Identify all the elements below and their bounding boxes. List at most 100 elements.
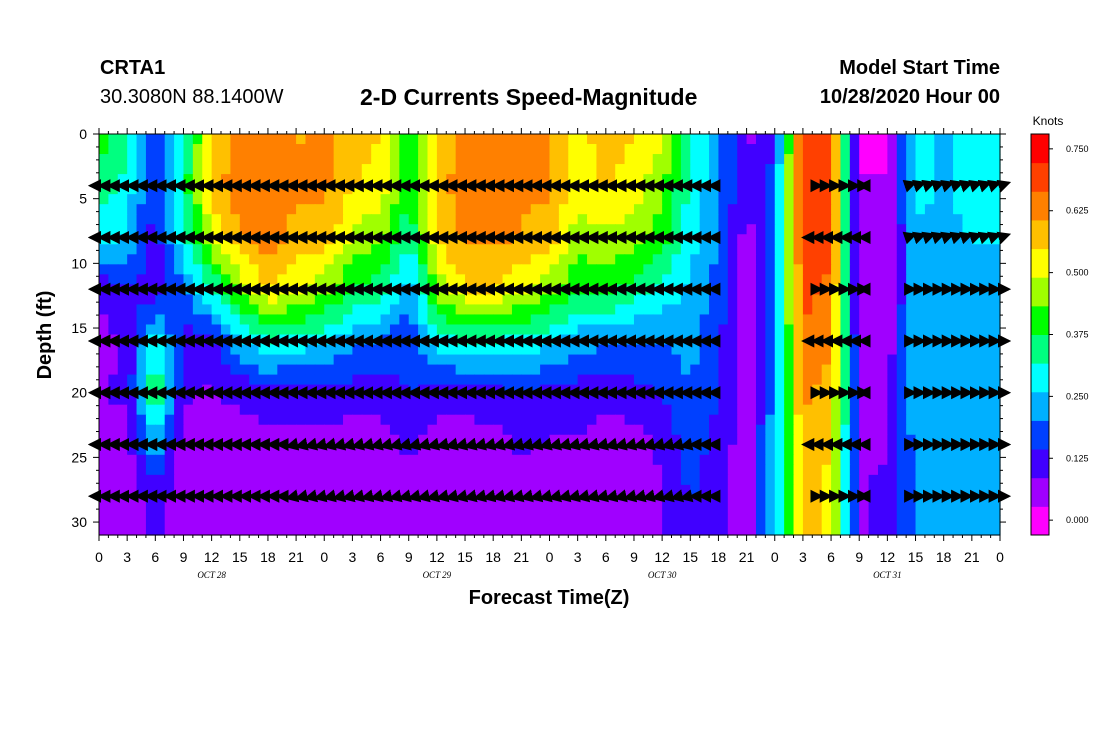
heatmap-cell: [802, 514, 813, 526]
heatmap-cell: [896, 454, 907, 466]
heatmap-cell: [361, 354, 372, 366]
heatmap-cell: [427, 304, 438, 316]
heatmap-cell: [924, 364, 935, 376]
heatmap-cell: [136, 134, 147, 145]
heatmap-cell: [981, 154, 992, 165]
heatmap-cell: [943, 334, 954, 346]
heatmap-cell: [117, 394, 128, 406]
heatmap-cell: [352, 374, 363, 386]
heatmap-cell: [530, 464, 541, 476]
heatmap-cell: [99, 294, 109, 306]
heatmap-cell: [633, 204, 644, 215]
heatmap-cell: [389, 274, 400, 285]
heatmap-cell: [117, 444, 128, 456]
heatmap-cell: [971, 314, 982, 326]
heatmap-cell: [727, 214, 738, 225]
heatmap-cell: [511, 524, 522, 536]
heatmap-cell: [399, 174, 410, 185]
colorbar-tick-label: 0.250: [1066, 391, 1089, 401]
heatmap-cell: [962, 514, 973, 526]
heatmap-cell: [174, 224, 185, 235]
heatmap-cell: [540, 144, 551, 155]
heatmap-cell: [755, 304, 766, 316]
heatmap-cell: [202, 524, 213, 536]
heatmap-cell: [877, 324, 888, 336]
heatmap-cell: [502, 164, 513, 175]
heatmap-cell: [221, 344, 231, 356]
heatmap-cell: [765, 254, 776, 265]
heatmap-cell: [953, 524, 964, 536]
heatmap-cell: [427, 214, 438, 225]
heatmap-cell: [324, 354, 335, 366]
heatmap-cell: [192, 484, 203, 496]
heatmap-cell: [737, 204, 748, 215]
heatmap-cell: [239, 394, 250, 406]
heatmap-cell: [774, 454, 785, 466]
heatmap-cell: [887, 324, 898, 336]
heatmap-cell: [474, 514, 485, 526]
heatmap-cell: [596, 204, 607, 215]
heatmap-cell: [446, 524, 457, 536]
heatmap-cell: [305, 214, 316, 225]
heatmap-cell: [924, 404, 935, 416]
x-tick-label: 6: [151, 549, 159, 565]
heatmap-cell: [211, 274, 222, 285]
heatmap-cell: [934, 194, 945, 205]
heatmap-cell: [755, 444, 766, 456]
heatmap-cell: [343, 404, 354, 416]
heatmap-cell: [408, 354, 419, 366]
heatmap-cell: [145, 364, 156, 376]
heatmap-cell: [690, 454, 701, 466]
heatmap-cell: [868, 464, 879, 476]
x-tick-label: 3: [799, 549, 807, 565]
heatmap-cell: [896, 174, 907, 185]
heatmap-cell: [221, 314, 231, 326]
heatmap-cell: [868, 184, 879, 195]
heatmap-cell: [446, 264, 457, 275]
heatmap-cell: [605, 464, 616, 476]
heatmap-cell: [183, 264, 194, 275]
heatmap-cell: [408, 324, 419, 336]
heatmap-cell: [418, 254, 429, 265]
heatmap-cell: [934, 314, 945, 326]
heatmap-cell: [906, 364, 917, 376]
heatmap-cell: [314, 304, 325, 316]
heatmap-cell: [145, 254, 156, 265]
heatmap-cell: [727, 514, 738, 526]
heatmap-cell: [831, 524, 842, 536]
heatmap-cell: [859, 314, 870, 326]
heatmap-cell: [802, 334, 813, 346]
heatmap-cell: [511, 174, 522, 185]
heatmap-cell: [446, 294, 457, 306]
heatmap-cell: [934, 244, 945, 255]
heatmap-cell: [887, 384, 898, 396]
heatmap-cell: [831, 334, 842, 346]
heatmap-cell: [690, 524, 701, 536]
heatmap-cell: [915, 134, 926, 145]
heatmap-cell: [549, 364, 560, 376]
heatmap-cell: [258, 254, 269, 265]
heatmap-cell: [971, 364, 982, 376]
heatmap-cell: [408, 374, 419, 386]
heatmap-cell: [662, 454, 673, 466]
heatmap-cell: [652, 344, 663, 356]
heatmap-cell: [183, 334, 194, 346]
heatmap-cell: [840, 394, 851, 406]
heatmap-cell: [831, 254, 842, 265]
heatmap-cell: [953, 344, 964, 356]
heatmap-cell: [765, 174, 776, 185]
heatmap-cell: [427, 364, 438, 376]
heatmap-cell: [896, 264, 907, 275]
heatmap-cell: [221, 134, 231, 145]
heatmap-cell: [117, 474, 128, 486]
heatmap-cell: [558, 464, 569, 476]
heatmap-cell: [924, 164, 935, 175]
heatmap-cell: [474, 484, 485, 496]
heatmap-cell: [737, 244, 748, 255]
heatmap-cell: [164, 334, 175, 346]
heatmap-cell: [436, 224, 447, 235]
heatmap-cell: [587, 324, 598, 336]
heatmap-cell: [436, 424, 447, 436]
heatmap-cell: [174, 424, 185, 436]
heatmap-cell: [765, 264, 776, 275]
